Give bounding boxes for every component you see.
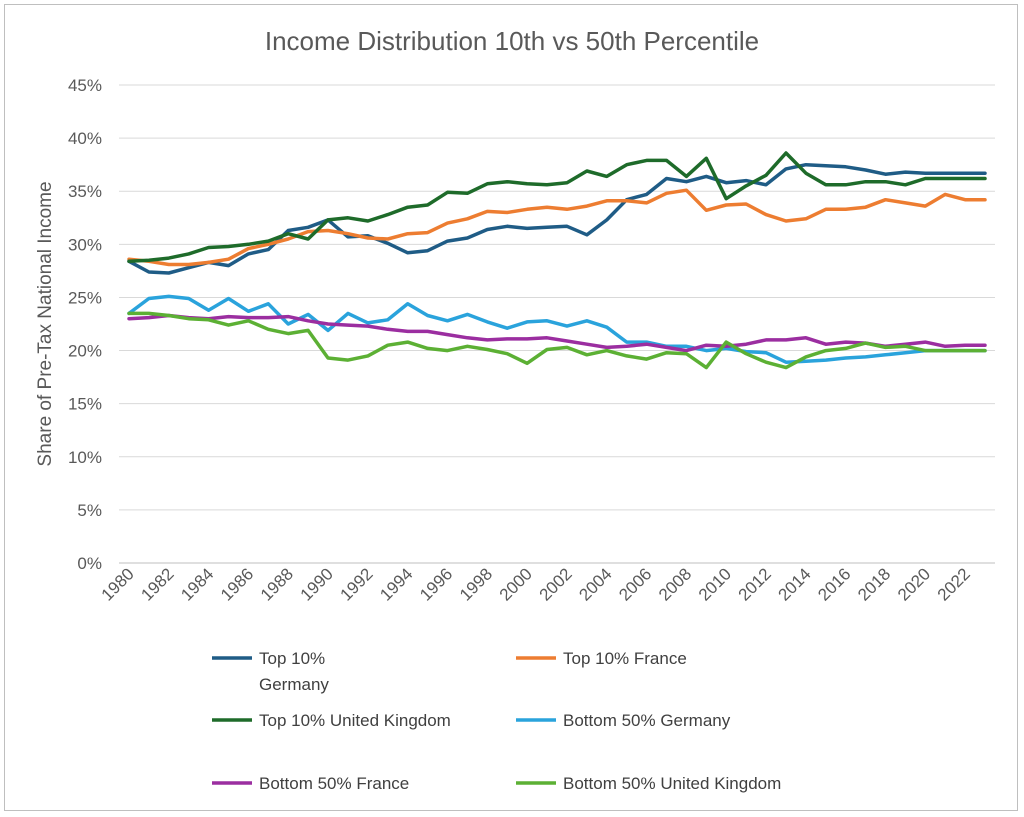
series-line bbox=[127, 151, 987, 264]
y-tick-label: 0% bbox=[77, 554, 102, 573]
series-line bbox=[127, 162, 987, 275]
x-tick-label: 1988 bbox=[257, 564, 297, 604]
x-tick-label: 2020 bbox=[894, 564, 934, 604]
series-line bbox=[127, 188, 987, 267]
x-tick-label: 2000 bbox=[496, 564, 536, 604]
legend-label: Top 10% United Kingdom bbox=[259, 711, 451, 730]
y-tick-label: 5% bbox=[77, 501, 102, 520]
chart-title: Income Distribution 10th vs 50th Percent… bbox=[265, 26, 759, 56]
y-tick-label: 15% bbox=[68, 395, 102, 414]
legend-label: Bottom 50% Germany bbox=[563, 711, 731, 730]
x-tick-label: 2006 bbox=[615, 564, 655, 604]
x-tick-label: 2016 bbox=[814, 564, 854, 604]
legend-label: Bottom 50% France bbox=[259, 774, 409, 793]
x-tick-label: 2014 bbox=[775, 564, 815, 604]
x-tick-label: 2002 bbox=[536, 564, 576, 604]
x-tick-label: 2022 bbox=[934, 564, 974, 604]
x-tick-label: 2018 bbox=[854, 564, 894, 604]
y-tick-label: 45% bbox=[68, 76, 102, 95]
y-tick-label: 35% bbox=[68, 182, 102, 201]
x-tick-label: 1994 bbox=[376, 564, 416, 604]
series-line bbox=[127, 313, 987, 353]
y-tick-label: 10% bbox=[68, 448, 102, 467]
series-line bbox=[127, 294, 987, 364]
x-tick-label: 1990 bbox=[297, 564, 337, 604]
legend-label: Top 10% Germany bbox=[259, 649, 329, 694]
x-tick-label: 1980 bbox=[98, 564, 138, 604]
x-tick-label: 2008 bbox=[655, 564, 695, 604]
x-tick-label: 2012 bbox=[735, 564, 775, 604]
x-tick-label: 1996 bbox=[416, 564, 456, 604]
x-tick-label: 1986 bbox=[217, 564, 257, 604]
series-line bbox=[127, 311, 987, 370]
legend-label: Top 10% France bbox=[563, 649, 687, 668]
legend-label: Bottom 50% United Kingdom bbox=[563, 774, 781, 793]
y-tick-label: 25% bbox=[68, 288, 102, 307]
y-axis-label: Share of Pre-Tax National Income bbox=[35, 181, 56, 466]
y-tick-label: 40% bbox=[68, 129, 102, 148]
x-tick-label: 1984 bbox=[177, 564, 217, 604]
y-tick-label: 20% bbox=[68, 342, 102, 361]
y-tick-label: 30% bbox=[68, 235, 102, 254]
x-tick-label: 2004 bbox=[575, 564, 615, 604]
x-tick-label: 2010 bbox=[695, 564, 735, 604]
x-tick-label: 1992 bbox=[337, 564, 377, 604]
x-tick-label: 1998 bbox=[456, 564, 496, 604]
x-tick-label: 1982 bbox=[137, 564, 177, 604]
